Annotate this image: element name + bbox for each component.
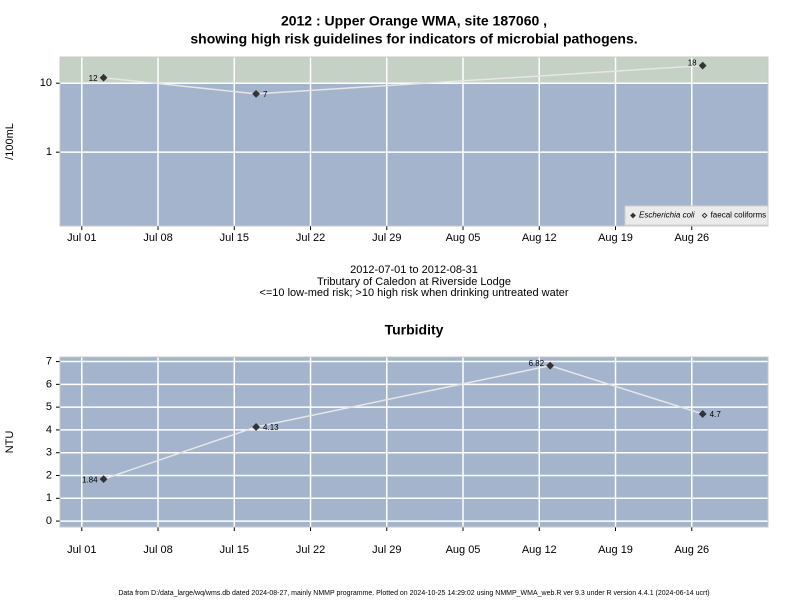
x-tick-label: Aug 19 [598,232,633,244]
caption: Tributary of Caledon at Riverside Lodge [317,276,511,288]
x-tick-label: Aug 26 [674,232,709,244]
legend-label: faecal coliforms [711,211,767,220]
legend-label: Escherichia coli [639,211,695,220]
legend [624,205,769,226]
x-tick-label: Jul 01 [67,232,96,244]
chart-title: Turbidity [385,322,444,338]
data-point [546,361,555,370]
x-tick-label: Aug 19 [598,544,633,556]
caption: <=10 low-med risk; >10 high risk when dr… [259,287,568,299]
x-tick-label: Aug 05 [446,232,481,244]
data-point [99,73,108,82]
data-point [698,410,707,418]
data-label: 6.82 [529,359,545,368]
data-point [252,89,260,98]
y-tick-label: 6 [46,378,52,390]
x-tick-label: Jul 15 [220,232,249,244]
x-tick-label: Jul 29 [372,232,401,244]
x-tick-label: Aug 12 [522,544,557,556]
x-tick-label: Aug 12 [522,232,557,244]
y-tick-label: 4 [46,424,52,436]
y-axis-label: NTU [4,431,16,454]
y-tick-label: 2 [46,469,52,481]
plot-background [60,357,768,527]
y-tick-label: 0 [46,515,52,527]
y-tick-label: 1 [46,146,52,158]
y-tick-label: 3 [46,447,52,459]
caption: 2012-07-01 to 2012-08-31 [350,264,478,276]
y-tick-label: 10 [40,77,52,89]
x-tick-label: Jul 22 [296,544,325,556]
data-point [99,475,108,484]
x-tick-label: Jul 29 [372,544,401,556]
footer: Data from D:/data_large/wq/wms.db dated … [118,590,709,597]
data-label: 4.7 [710,410,722,419]
data-label: 1.84 [82,475,98,484]
x-tick-label: Aug 26 [674,544,709,556]
y-tick-label: 1 [46,492,52,504]
x-tick-label: Aug 05 [446,544,481,556]
chart-subtitle: showing high risk guidelines for indicat… [190,31,637,47]
legend-marker [701,212,708,219]
series-line [103,364,703,480]
data-label: 12 [89,74,98,83]
high-risk-band [60,57,768,84]
data-label: 18 [688,59,697,68]
x-tick-label: Jul 01 [67,544,96,556]
data-label: 7 [263,90,268,99]
chart-title: 2012 : Upper Orange WMA, site 187060 , [281,13,547,29]
y-axis-label: /100mL [4,123,16,160]
data-label: 4.13 [263,423,279,432]
legend-marker [630,212,636,219]
y-tick-label: 5 [46,401,52,413]
plot-border [59,56,769,227]
x-tick-label: Jul 15 [220,544,249,556]
x-tick-label: Jul 08 [143,232,172,244]
plot-border [59,356,769,528]
data-point [698,61,707,70]
y-tick-label: 7 [46,355,52,367]
x-tick-label: Jul 22 [296,232,325,244]
x-tick-label: Jul 08 [143,544,172,556]
data-point [252,423,260,431]
